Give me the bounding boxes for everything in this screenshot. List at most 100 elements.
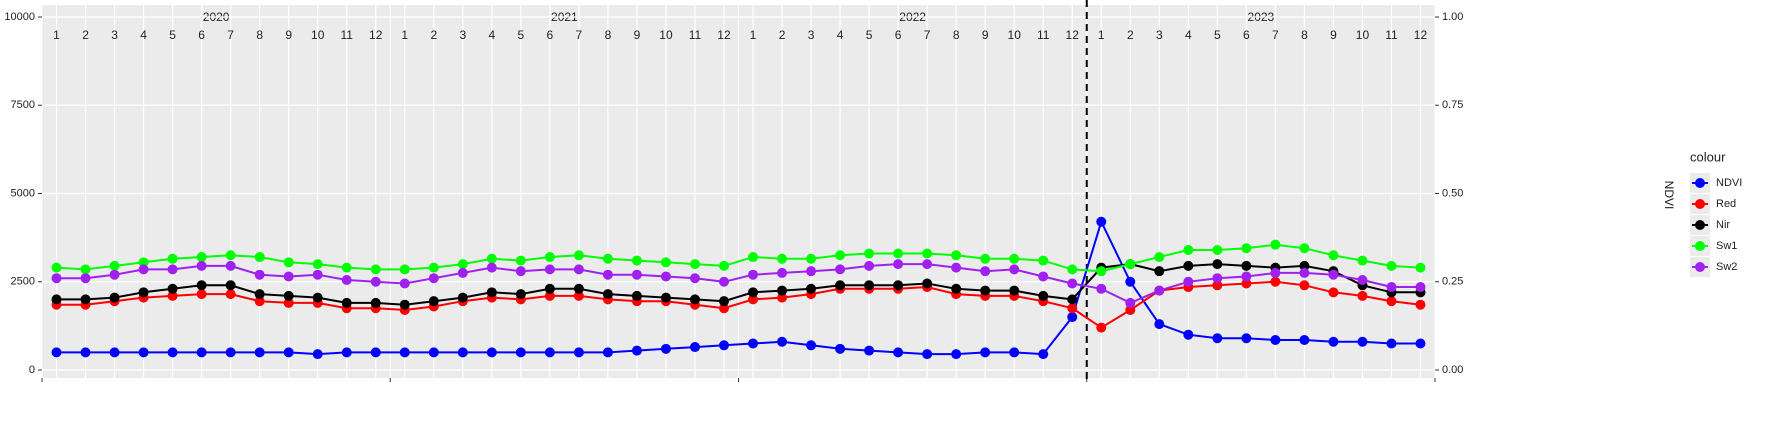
month-label: 7: [924, 28, 931, 42]
data-point: [835, 264, 846, 275]
data-point: [428, 347, 439, 358]
legend-title: colour: [1690, 149, 1726, 164]
data-point: [777, 292, 788, 303]
data-point: [1096, 322, 1107, 333]
month-label: 3: [459, 28, 466, 42]
data-point: [341, 347, 352, 358]
data-point: [1241, 278, 1252, 289]
data-point: [1241, 333, 1252, 344]
data-point: [1038, 271, 1049, 282]
month-label: 5: [1214, 28, 1221, 42]
data-point: [1038, 255, 1049, 266]
data-point: [1386, 338, 1397, 349]
data-point: [1183, 260, 1194, 271]
month-label: 7: [1272, 28, 1279, 42]
data-point: [51, 273, 62, 284]
data-point: [806, 266, 817, 277]
month-label: 5: [518, 28, 525, 42]
data-point: [283, 297, 294, 308]
data-point: [1038, 349, 1049, 360]
month-label: 10: [659, 28, 673, 42]
data-point: [1357, 255, 1368, 266]
data-point: [1299, 260, 1310, 271]
data-point: [109, 292, 120, 303]
data-point: [225, 289, 236, 300]
month-label: 8: [953, 28, 960, 42]
data-point: [283, 257, 294, 268]
y-tick-label: 7500: [11, 99, 35, 111]
month-label: 2: [1127, 28, 1134, 42]
data-point: [370, 347, 381, 358]
data-point: [196, 280, 207, 291]
data-point: [1386, 282, 1397, 293]
data-point: [748, 252, 759, 263]
data-point: [515, 289, 526, 300]
data-point: [196, 260, 207, 271]
data-point: [399, 264, 410, 275]
data-point: [457, 267, 468, 278]
month-label: 2: [430, 28, 437, 42]
data-point: [1270, 267, 1281, 278]
data-point: [864, 345, 875, 356]
data-point: [893, 259, 904, 270]
data-point: [631, 255, 642, 266]
data-point: [1125, 259, 1136, 270]
data-point: [835, 280, 846, 291]
legend-point: [1695, 262, 1705, 272]
data-point: [1212, 280, 1223, 291]
legend-label: Sw1: [1716, 240, 1737, 252]
month-label: 8: [1301, 28, 1308, 42]
data-point: [1415, 282, 1426, 293]
data-point: [428, 296, 439, 307]
data-point: [631, 290, 642, 301]
month-label: 5: [866, 28, 873, 42]
data-point: [777, 267, 788, 278]
data-point: [1096, 266, 1107, 277]
month-label: 3: [111, 28, 118, 42]
month-label: 6: [1243, 28, 1250, 42]
data-point: [602, 289, 613, 300]
data-point: [80, 273, 91, 284]
data-point: [544, 290, 555, 301]
data-point: [660, 271, 671, 282]
data-point: [951, 250, 962, 261]
data-point: [283, 290, 294, 301]
data-point: [1212, 244, 1223, 255]
data-point: [254, 289, 265, 300]
data-point: [1241, 243, 1252, 254]
data-point: [602, 347, 613, 358]
data-point: [196, 252, 207, 263]
data-point: [835, 343, 846, 354]
month-label: 9: [285, 28, 292, 42]
data-point: [1386, 296, 1397, 307]
data-point: [1415, 262, 1426, 273]
data-point: [486, 262, 497, 273]
legend-point: [1695, 178, 1705, 188]
month-label: 3: [1156, 28, 1163, 42]
data-point: [689, 259, 700, 270]
data-point: [1183, 329, 1194, 340]
legend-label: Red: [1716, 198, 1736, 210]
month-label: 7: [576, 28, 583, 42]
data-point: [370, 297, 381, 308]
month-label: 6: [547, 28, 554, 42]
data-point: [138, 264, 149, 275]
data-point: [922, 259, 933, 270]
y2-tick-label: 0.75: [1442, 99, 1463, 111]
data-point: [1125, 276, 1136, 287]
data-point: [196, 347, 207, 358]
month-label: 4: [140, 28, 147, 42]
data-point: [922, 349, 933, 360]
panel: [1087, 5, 1435, 378]
data-point: [660, 343, 671, 354]
data-point: [951, 349, 962, 360]
y-tick-label: 2500: [11, 276, 35, 288]
data-point: [283, 271, 294, 282]
data-point: [718, 303, 729, 314]
data-point: [1125, 304, 1136, 315]
data-point: [370, 276, 381, 287]
data-point: [1270, 239, 1281, 250]
data-point: [1183, 276, 1194, 287]
legend-label: Nir: [1716, 219, 1730, 231]
data-point: [370, 264, 381, 275]
